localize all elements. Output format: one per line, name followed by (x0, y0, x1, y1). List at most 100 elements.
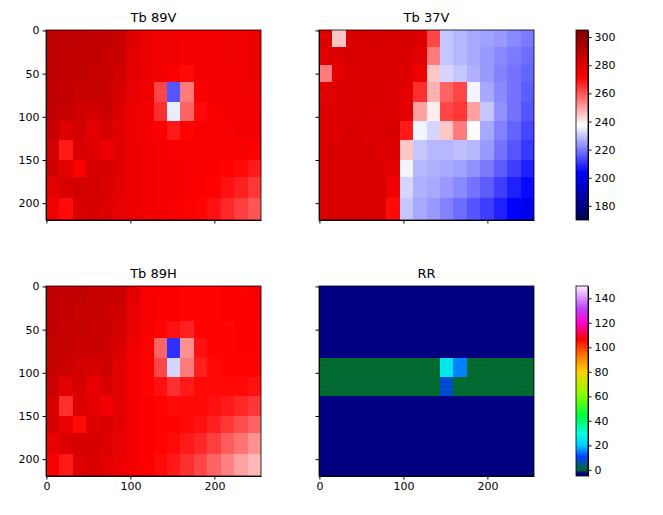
cell (494, 416, 508, 434)
tick (319, 220, 320, 224)
cell (73, 303, 87, 321)
tick-mark (487, 220, 488, 224)
cell (207, 358, 221, 378)
cell (73, 286, 87, 304)
cell (386, 82, 400, 102)
cell (100, 47, 114, 65)
cell (427, 177, 441, 199)
cell (413, 396, 427, 416)
cell (46, 377, 60, 397)
cell (194, 177, 208, 199)
cell (59, 396, 73, 416)
cell (100, 198, 114, 220)
cell (332, 177, 346, 199)
cell (167, 454, 181, 476)
cell (154, 177, 168, 199)
cell (440, 65, 454, 83)
cell (46, 396, 60, 416)
cell (521, 396, 534, 416)
cell (453, 377, 467, 397)
cell (319, 396, 333, 416)
cell (167, 416, 181, 434)
cell (494, 160, 508, 178)
cell (332, 140, 346, 160)
cell (221, 198, 235, 220)
cell (248, 396, 261, 416)
cell (113, 286, 127, 304)
cell (248, 102, 261, 122)
cell (46, 160, 60, 178)
cell (207, 321, 221, 339)
cell (400, 433, 414, 455)
cell (467, 396, 481, 416)
cell (100, 396, 114, 416)
cell (413, 433, 427, 455)
cell (113, 140, 127, 160)
cell (127, 160, 141, 178)
cell (167, 177, 181, 199)
cell (427, 198, 441, 220)
cell (234, 198, 248, 220)
cell (86, 396, 100, 416)
cell (113, 338, 127, 358)
tick-mark (214, 476, 215, 480)
cell (154, 102, 168, 122)
cell (359, 47, 373, 65)
cell (359, 198, 373, 220)
cell (248, 121, 261, 141)
cell (59, 121, 73, 141)
cell (359, 396, 373, 416)
colorbar-axis: 180200220240260280300 (588, 31, 616, 221)
cell (140, 286, 154, 304)
cell (386, 121, 400, 141)
tick-label: 0 (595, 464, 602, 477)
cell (400, 160, 414, 178)
cell (359, 377, 373, 397)
tick: 200 (19, 453, 47, 466)
cell (440, 303, 454, 321)
tick-mark (316, 203, 320, 204)
cell (73, 177, 87, 199)
cell (221, 30, 235, 48)
cell (413, 358, 427, 378)
cell (207, 338, 221, 358)
cell (167, 160, 181, 178)
cell (373, 286, 387, 304)
cell (73, 30, 87, 48)
cell (467, 321, 481, 339)
cell (332, 286, 346, 304)
cell (234, 377, 248, 397)
colorbar-axis: 020406080100120140 (588, 287, 616, 477)
cell (427, 338, 441, 358)
x-axis: 0100200 (43, 476, 261, 493)
cell (400, 303, 414, 321)
tick (316, 74, 320, 75)
cell (346, 377, 360, 397)
cell (180, 377, 194, 397)
tick (316, 373, 320, 374)
tick-mark (46, 220, 47, 224)
cell (207, 140, 221, 160)
cell (386, 396, 400, 416)
cell (221, 82, 235, 102)
plot-frame (319, 286, 534, 476)
cell (59, 177, 73, 199)
cell (86, 338, 100, 358)
cell (234, 416, 248, 434)
cell (59, 286, 73, 304)
cell (167, 102, 181, 122)
cell (207, 65, 221, 83)
heatmap-cells (46, 286, 261, 476)
cell (167, 303, 181, 321)
cell (73, 396, 87, 416)
cell (413, 286, 427, 304)
tick: 0 (33, 24, 47, 37)
cell (180, 198, 194, 220)
cell (386, 102, 400, 122)
cell (413, 454, 427, 476)
cell (234, 321, 248, 339)
cell (467, 140, 481, 160)
cell (386, 416, 400, 434)
cell (319, 286, 333, 304)
cell (180, 47, 194, 65)
